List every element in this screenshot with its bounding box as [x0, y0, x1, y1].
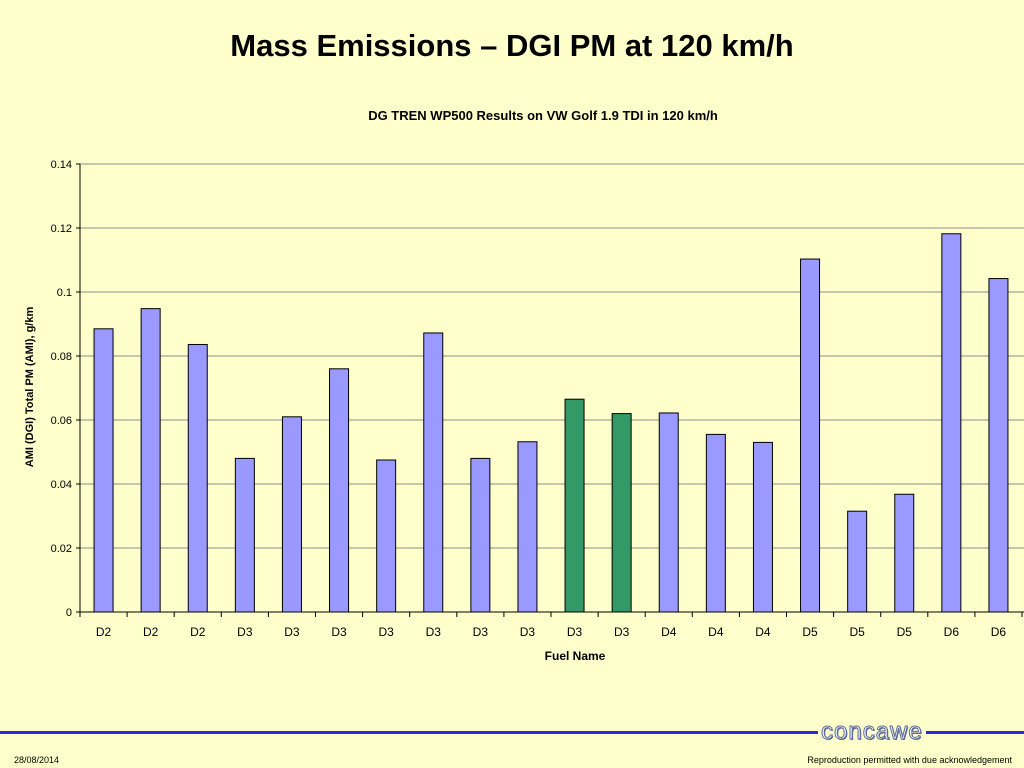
x-tick-label: D3	[567, 625, 583, 639]
x-tick-label: D5	[802, 625, 818, 639]
bars	[93, 233, 1009, 613]
x-axis-label: Fuel Name	[545, 649, 606, 663]
x-tick-label: D5	[897, 625, 913, 639]
y-tick-label: 0.08	[51, 351, 72, 363]
footer-date: 28/08/2014	[14, 755, 60, 765]
bar	[93, 328, 114, 613]
bar	[281, 416, 302, 613]
x-tick-label: D3	[520, 625, 536, 639]
x-tick-label: D6	[991, 625, 1007, 639]
chart-title: DG TREN WP500 Results on VW Golf 1.9 TDI…	[368, 108, 718, 123]
y-tick-label: 0.12	[51, 223, 72, 235]
y-tick-label: 0.1	[57, 287, 72, 299]
bar	[423, 332, 444, 613]
bar	[564, 398, 585, 613]
bar	[329, 368, 350, 613]
bar	[470, 457, 491, 613]
bar	[187, 343, 208, 613]
x-tick-label: D3	[473, 625, 489, 639]
footer-divider	[0, 731, 1024, 734]
y-axis-ticks: 0 0.02 0.04 0.06 0.08 0.1 0.12 0.14	[51, 159, 80, 619]
x-axis-ticks: D2 D2 D2 D3 D3 D3 D3 D3 D3 D3 D3 D3 D4 D4 D4 D5 D5 D5 D6 D6	[79, 612, 1023, 639]
x-tick-label: D3	[426, 625, 442, 639]
bar	[941, 233, 962, 613]
bar	[376, 459, 397, 613]
bar	[847, 510, 868, 613]
bar	[611, 413, 632, 613]
bar	[140, 308, 161, 613]
bar	[705, 433, 726, 613]
y-tick-label: 0.02	[51, 543, 72, 555]
x-tick-label: D3	[614, 625, 630, 639]
x-tick-label: D2	[190, 625, 206, 639]
gridlines	[80, 163, 1024, 549]
bar	[234, 457, 255, 613]
y-tick-label: 0	[66, 607, 72, 619]
bar	[800, 258, 821, 613]
bar	[988, 278, 1009, 613]
x-tick-label: D3	[378, 625, 394, 639]
x-tick-label: D5	[849, 625, 865, 639]
slide-title: Mass Emissions – DGI PM at 120 km/h	[230, 28, 794, 63]
y-tick-label: 0.06	[51, 415, 72, 427]
bar	[752, 441, 773, 613]
x-tick-label: D4	[755, 625, 771, 639]
y-tick-label: 0.14	[51, 159, 72, 171]
y-tick-label: 0.04	[51, 479, 72, 491]
bar	[517, 441, 538, 613]
y-axis-label: AMI (DGI) Total PM (AMI), g/km	[24, 307, 36, 468]
concawe-logo: concawe	[818, 718, 926, 746]
x-tick-label: D4	[661, 625, 677, 639]
bar-chart: DG TREN WP500 Results on VW Golf 1.9 TDI…	[24, 108, 1024, 663]
footer-note: Reproduction permitted with due acknowle…	[807, 755, 1012, 765]
x-tick-label: D2	[143, 625, 159, 639]
x-tick-label: D2	[96, 625, 112, 639]
x-tick-label: D6	[944, 625, 960, 639]
x-tick-label: D3	[237, 625, 253, 639]
bar	[894, 493, 915, 613]
x-tick-label: D4	[708, 625, 724, 639]
bar	[658, 412, 679, 613]
x-tick-label: D3	[331, 625, 347, 639]
x-tick-label: D3	[284, 625, 300, 639]
